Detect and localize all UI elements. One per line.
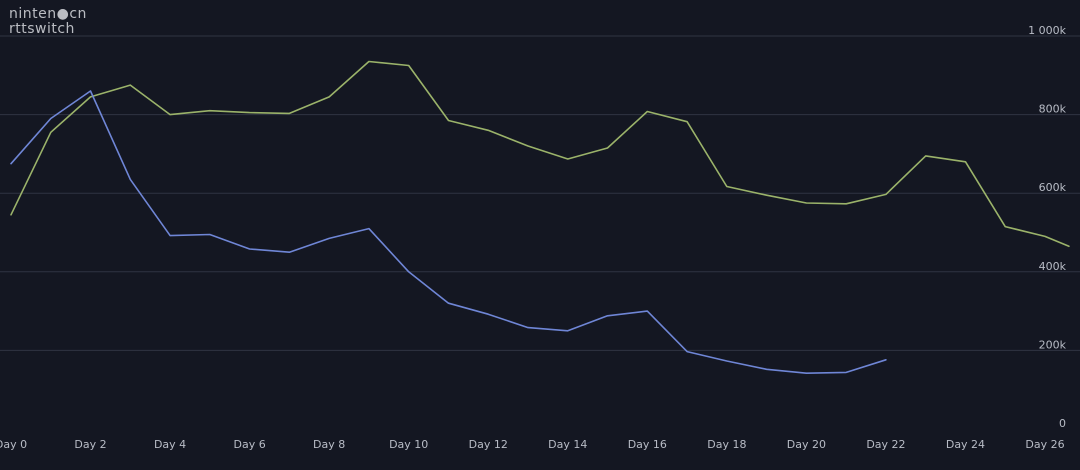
x-tick-label: Day 2 [74,438,106,451]
grid-layer [0,35,1080,351]
y-tick-label: 200k [1039,338,1067,351]
y-tick-label: 1 000k [1028,24,1066,37]
x-tick-label: Day 4 [154,438,186,451]
watermark: ninten●cn rttswitch [9,7,87,37]
x-tick-label: Day 0 [0,438,27,451]
y-tick-label: 400k [1039,260,1067,273]
x-tick-label: Day 18 [707,438,746,451]
x-tick-label: Day 6 [234,438,266,451]
watermark-line-1: ninten●cn [9,6,87,22]
x-tick-labels: Day 0 Day 2 Day 4 Day 6 Day 8 Day 10 Day 12 Day… [0,438,1065,451]
y-tick-label: 0 [1059,417,1066,430]
y-tick-labels: 0 200k 400k 600k 800k 1 000k [1028,24,1066,430]
y-tick-label: 800k [1039,103,1067,116]
x-tick-label: Day 14 [548,438,587,451]
x-tick-label: Day 26 [1025,438,1064,451]
x-tick-label: Day 8 [313,438,345,451]
y-tick-label: 600k [1039,181,1067,194]
x-tick-label: Day 22 [866,438,905,451]
x-tick-label: Day 20 [787,438,826,451]
series-line-blue [10,90,887,375]
x-tick-label: Day 24 [946,438,985,451]
series-layer [10,60,1070,375]
x-tick-label: Day 10 [389,438,428,451]
watermark-line-2: rttswitch [9,21,75,37]
x-tick-label: Day 16 [628,438,667,451]
series-line-green [10,60,1070,248]
x-tick-label: Day 12 [469,438,508,451]
